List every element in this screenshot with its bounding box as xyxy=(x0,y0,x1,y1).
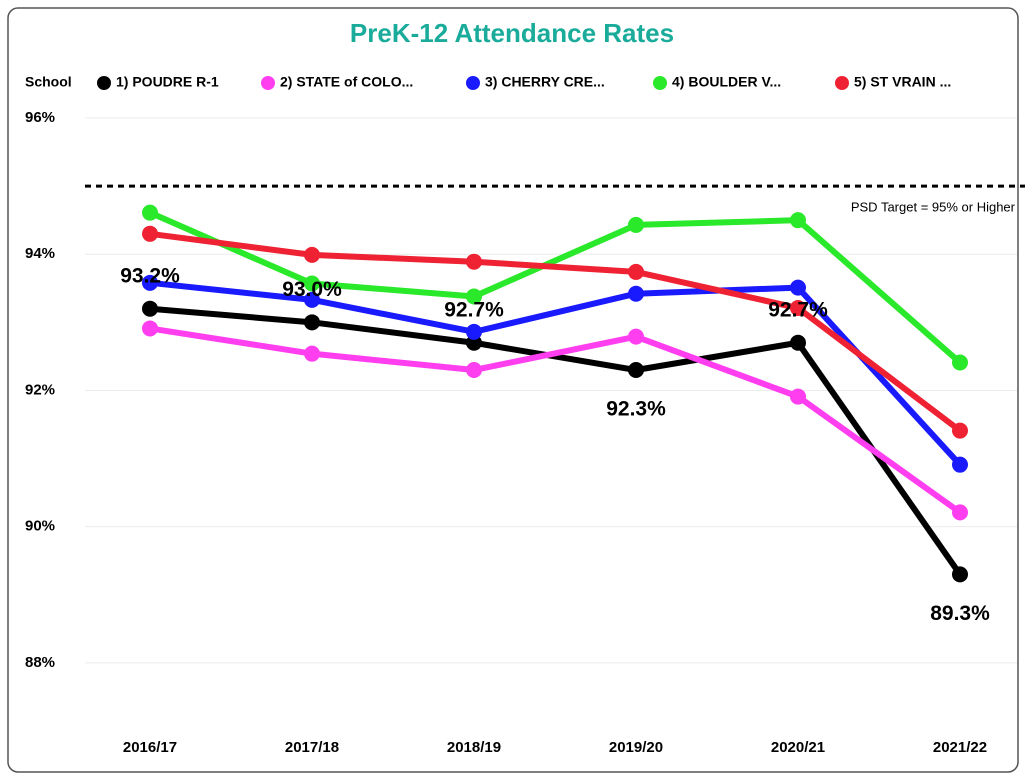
point xyxy=(304,275,320,292)
point xyxy=(466,323,482,340)
legend-marker xyxy=(653,76,667,90)
point xyxy=(466,362,482,379)
x-tick-label: 2021/22 xyxy=(933,739,987,756)
point xyxy=(952,456,968,473)
legend-marker xyxy=(835,76,849,90)
point xyxy=(304,291,320,308)
legend-label: 3) CHERRY CRE... xyxy=(485,74,605,90)
data-label: 93.0% xyxy=(282,278,342,301)
point xyxy=(628,362,644,379)
data-label: 92.7% xyxy=(768,298,828,321)
legend-title: School xyxy=(25,74,72,90)
point xyxy=(628,216,644,233)
x-tick-label: 2016/17 xyxy=(123,739,177,756)
target-label: PSD Target = 95% or Higher xyxy=(851,200,1016,215)
legend-label: 1) POUDRE R-1 xyxy=(116,74,219,90)
point xyxy=(628,263,644,280)
point xyxy=(142,204,158,221)
y-tick-label: 88% xyxy=(25,654,55,671)
point xyxy=(790,334,806,351)
point xyxy=(790,300,806,317)
x-tick-label: 2018/19 xyxy=(447,739,501,756)
point xyxy=(142,320,158,337)
y-tick-label: 92% xyxy=(25,381,55,398)
series-line xyxy=(149,305,963,577)
point xyxy=(304,246,320,263)
point xyxy=(628,285,644,302)
data-label: 92.3% xyxy=(606,398,666,421)
series-line xyxy=(149,325,962,515)
chart-title: PreK-12 Attendance Rates xyxy=(350,18,674,48)
point xyxy=(142,274,158,291)
point xyxy=(790,388,806,405)
series-line xyxy=(148,209,962,365)
point xyxy=(952,566,968,583)
point xyxy=(466,288,482,305)
point xyxy=(952,422,968,439)
point xyxy=(142,300,158,317)
point xyxy=(790,279,806,296)
y-tick-label: 90% xyxy=(25,518,55,535)
legend-marker xyxy=(97,76,111,90)
point xyxy=(304,345,320,362)
data-label: 93.2% xyxy=(120,264,180,287)
x-tick-label: 2017/18 xyxy=(285,739,339,756)
legend-label: 4) BOULDER V... xyxy=(672,74,781,90)
y-tick-label: 96% xyxy=(25,109,55,126)
data-label: 92.7% xyxy=(444,298,504,321)
y-tick-label: 94% xyxy=(25,245,55,262)
point xyxy=(952,354,968,371)
legend-label: 5) ST VRAIN ... xyxy=(854,74,951,90)
point xyxy=(790,212,806,229)
x-tick-label: 2020/21 xyxy=(771,739,825,756)
legend-marker xyxy=(261,76,275,90)
series-line xyxy=(149,230,962,434)
point xyxy=(142,225,158,242)
series-line xyxy=(149,279,963,467)
point xyxy=(952,504,968,521)
point xyxy=(466,253,482,270)
legend-label: 2) STATE of COLO... xyxy=(280,74,413,90)
legend-marker xyxy=(466,76,480,90)
point xyxy=(628,328,644,345)
data-label: 89.3% xyxy=(930,602,990,625)
x-tick-label: 2019/20 xyxy=(609,739,663,756)
point xyxy=(304,314,320,331)
